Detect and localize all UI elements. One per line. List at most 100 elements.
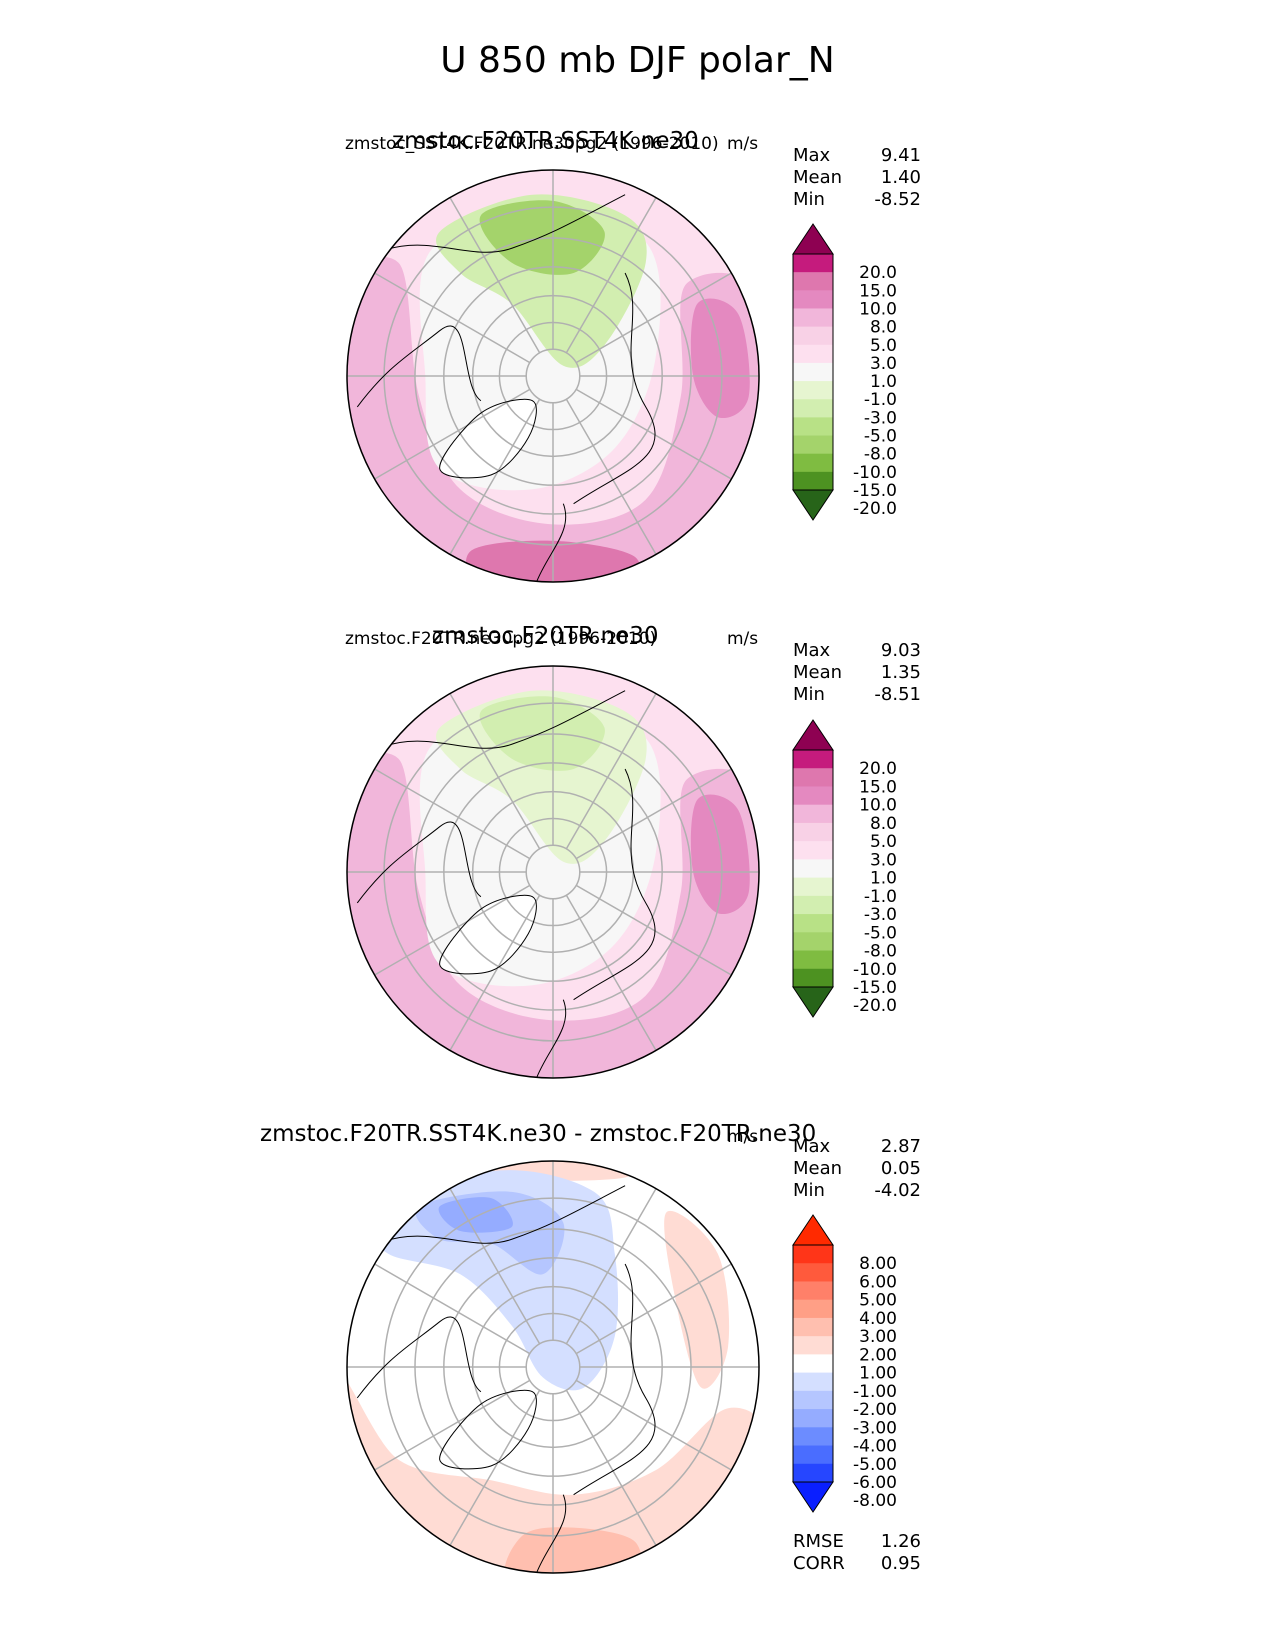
colorbar-tick-label: 1.0 bbox=[870, 372, 897, 392]
coastline-scandinavia bbox=[536, 1494, 567, 1573]
coastline-alaska-siberia bbox=[377, 194, 626, 253]
colorbar-tick-label: 5.0 bbox=[870, 832, 897, 852]
metric-rmse: 1.26 bbox=[880, 1531, 921, 1552]
colorbar-segment bbox=[793, 399, 833, 418]
colorbar-tick-label: -3.00 bbox=[853, 1418, 897, 1438]
colorbar-segment bbox=[793, 859, 833, 879]
meridian-gridline bbox=[575, 884, 732, 976]
stat-min: -8.51 bbox=[874, 684, 921, 705]
colorbar-segment bbox=[793, 272, 833, 291]
coastline-canada bbox=[356, 325, 482, 408]
colorbar-tick-label: 10.0 bbox=[859, 796, 897, 816]
colorbar-tick-label: -6.00 bbox=[853, 1473, 897, 1493]
colorbar-segment bbox=[793, 471, 833, 491]
colorbar-segment bbox=[793, 1263, 833, 1282]
meridian-gridline bbox=[374, 388, 531, 480]
colorbar-segment bbox=[793, 841, 833, 860]
colorbar-tick-label: -5.0 bbox=[864, 427, 897, 447]
colorbar-tick-label: -3.0 bbox=[864, 408, 897, 428]
meridian-gridline bbox=[565, 197, 657, 354]
meridian-gridline bbox=[575, 388, 732, 480]
metric-corr: 0.95 bbox=[880, 1553, 921, 1574]
colorbar-tick-label: -5.00 bbox=[853, 1455, 897, 1475]
colorbar-tick-label: 15.0 bbox=[859, 281, 897, 301]
colorbar-tick-label: -15.0 bbox=[853, 481, 897, 501]
colorbar-segment bbox=[793, 326, 833, 346]
stat-mean: 1.40 bbox=[880, 167, 921, 188]
coastline-scandinavia bbox=[536, 999, 567, 1078]
panel-2-units: m/s bbox=[727, 629, 759, 649]
colorbar-tick-label: -4.00 bbox=[853, 1437, 897, 1457]
polar-map-2 bbox=[347, 666, 759, 1078]
colorbar-frame bbox=[792, 1244, 834, 1483]
colorbar-tick-label: -10.0 bbox=[853, 463, 897, 483]
meridian-gridline bbox=[575, 1263, 732, 1355]
colorbar-tick-label: -1.00 bbox=[853, 1382, 897, 1402]
coastline-scandinavia bbox=[536, 503, 567, 582]
meridian-gridline bbox=[374, 768, 531, 860]
colorbar-tick-label: -8.00 bbox=[853, 1491, 897, 1511]
colorbar-segment bbox=[793, 381, 833, 400]
stat-label: Min bbox=[793, 1180, 825, 1201]
stat-label: Min bbox=[793, 189, 825, 210]
stat-max: 9.41 bbox=[880, 145, 921, 166]
colorbar-segment bbox=[793, 1336, 833, 1355]
polar-map-3 bbox=[347, 1161, 759, 1573]
stat-mean: 0.05 bbox=[880, 1158, 921, 1179]
colorbar-tick-label: -5.0 bbox=[864, 923, 897, 943]
colorbar-segment bbox=[793, 362, 833, 382]
colorbar-segment bbox=[793, 1445, 833, 1465]
colorbar-extend-min bbox=[792, 986, 834, 1018]
colorbar-segment bbox=[793, 1409, 833, 1428]
meridian-gridline bbox=[374, 272, 531, 364]
colorbar-segment bbox=[793, 290, 833, 309]
stat-label: Max bbox=[793, 1136, 831, 1157]
meridian-gridline bbox=[565, 894, 657, 1051]
colorbar-tick-label: 6.00 bbox=[859, 1272, 897, 1292]
colorbar-segment bbox=[793, 950, 833, 970]
stat-label: Min bbox=[793, 684, 825, 705]
greenland bbox=[439, 895, 537, 974]
colorbar-tick-label: 3.00 bbox=[859, 1327, 897, 1347]
coastline-alaska-siberia bbox=[377, 1185, 626, 1244]
colorbar-extend-max bbox=[792, 1214, 834, 1246]
colorbar-segment bbox=[793, 768, 833, 787]
colorbar-tick-label: -3.0 bbox=[864, 905, 897, 925]
colorbar-1: 20.015.010.08.05.03.01.0-1.0-3.0-5.0-8.0… bbox=[792, 223, 897, 521]
polar-map-1 bbox=[347, 170, 759, 582]
colorbar-tick-label: 3.0 bbox=[870, 354, 897, 374]
panel-2-subtitle: zmstoc.F20TR.ne30pg2 (1996-2010) bbox=[345, 629, 657, 649]
cool-region bbox=[438, 1197, 513, 1233]
colorbar-segment bbox=[793, 804, 833, 824]
colorbar-tick-label: -8.0 bbox=[864, 942, 897, 962]
colorbar-tick-label: 2.00 bbox=[859, 1345, 897, 1365]
map-border bbox=[346, 169, 760, 583]
colorbar-segment bbox=[793, 453, 833, 473]
colorbar-tick-label: 1.00 bbox=[859, 1364, 897, 1384]
colorbar-segment bbox=[793, 1317, 833, 1337]
colorbar-tick-label: -2.00 bbox=[853, 1400, 897, 1420]
colorbar-segment bbox=[793, 435, 833, 455]
colorbar-segment bbox=[793, 750, 833, 769]
figure-title: U 850 mb DJF polar_N bbox=[440, 40, 835, 81]
colorbar-tick-label: 5.0 bbox=[870, 336, 897, 356]
meridian-gridline bbox=[449, 398, 541, 555]
colorbar-tick-label: 3.0 bbox=[870, 850, 897, 870]
colorbar-segment bbox=[793, 1245, 833, 1264]
colorbar-segment bbox=[793, 822, 833, 842]
colorbar-extend-min bbox=[792, 489, 834, 521]
meridian-gridline bbox=[449, 894, 541, 1051]
meridian-gridline bbox=[575, 1379, 732, 1471]
colorbar-segment bbox=[793, 786, 833, 806]
coastline-russia bbox=[573, 1263, 656, 1496]
colorbar-segment bbox=[793, 1299, 833, 1319]
meridian-gridline bbox=[374, 1379, 531, 1471]
colorbar-tick-label: -20.0 bbox=[853, 996, 897, 1016]
colorbar-tick-label: 1.0 bbox=[870, 869, 897, 889]
meridian-gridline bbox=[565, 398, 657, 555]
colorbar-2: 20.015.010.08.05.03.01.0-1.0-3.0-5.0-8.0… bbox=[792, 719, 897, 1018]
colorbar-extend-max bbox=[792, 223, 834, 255]
metric-label: CORR bbox=[793, 1553, 845, 1574]
stat-label: Max bbox=[793, 145, 831, 166]
